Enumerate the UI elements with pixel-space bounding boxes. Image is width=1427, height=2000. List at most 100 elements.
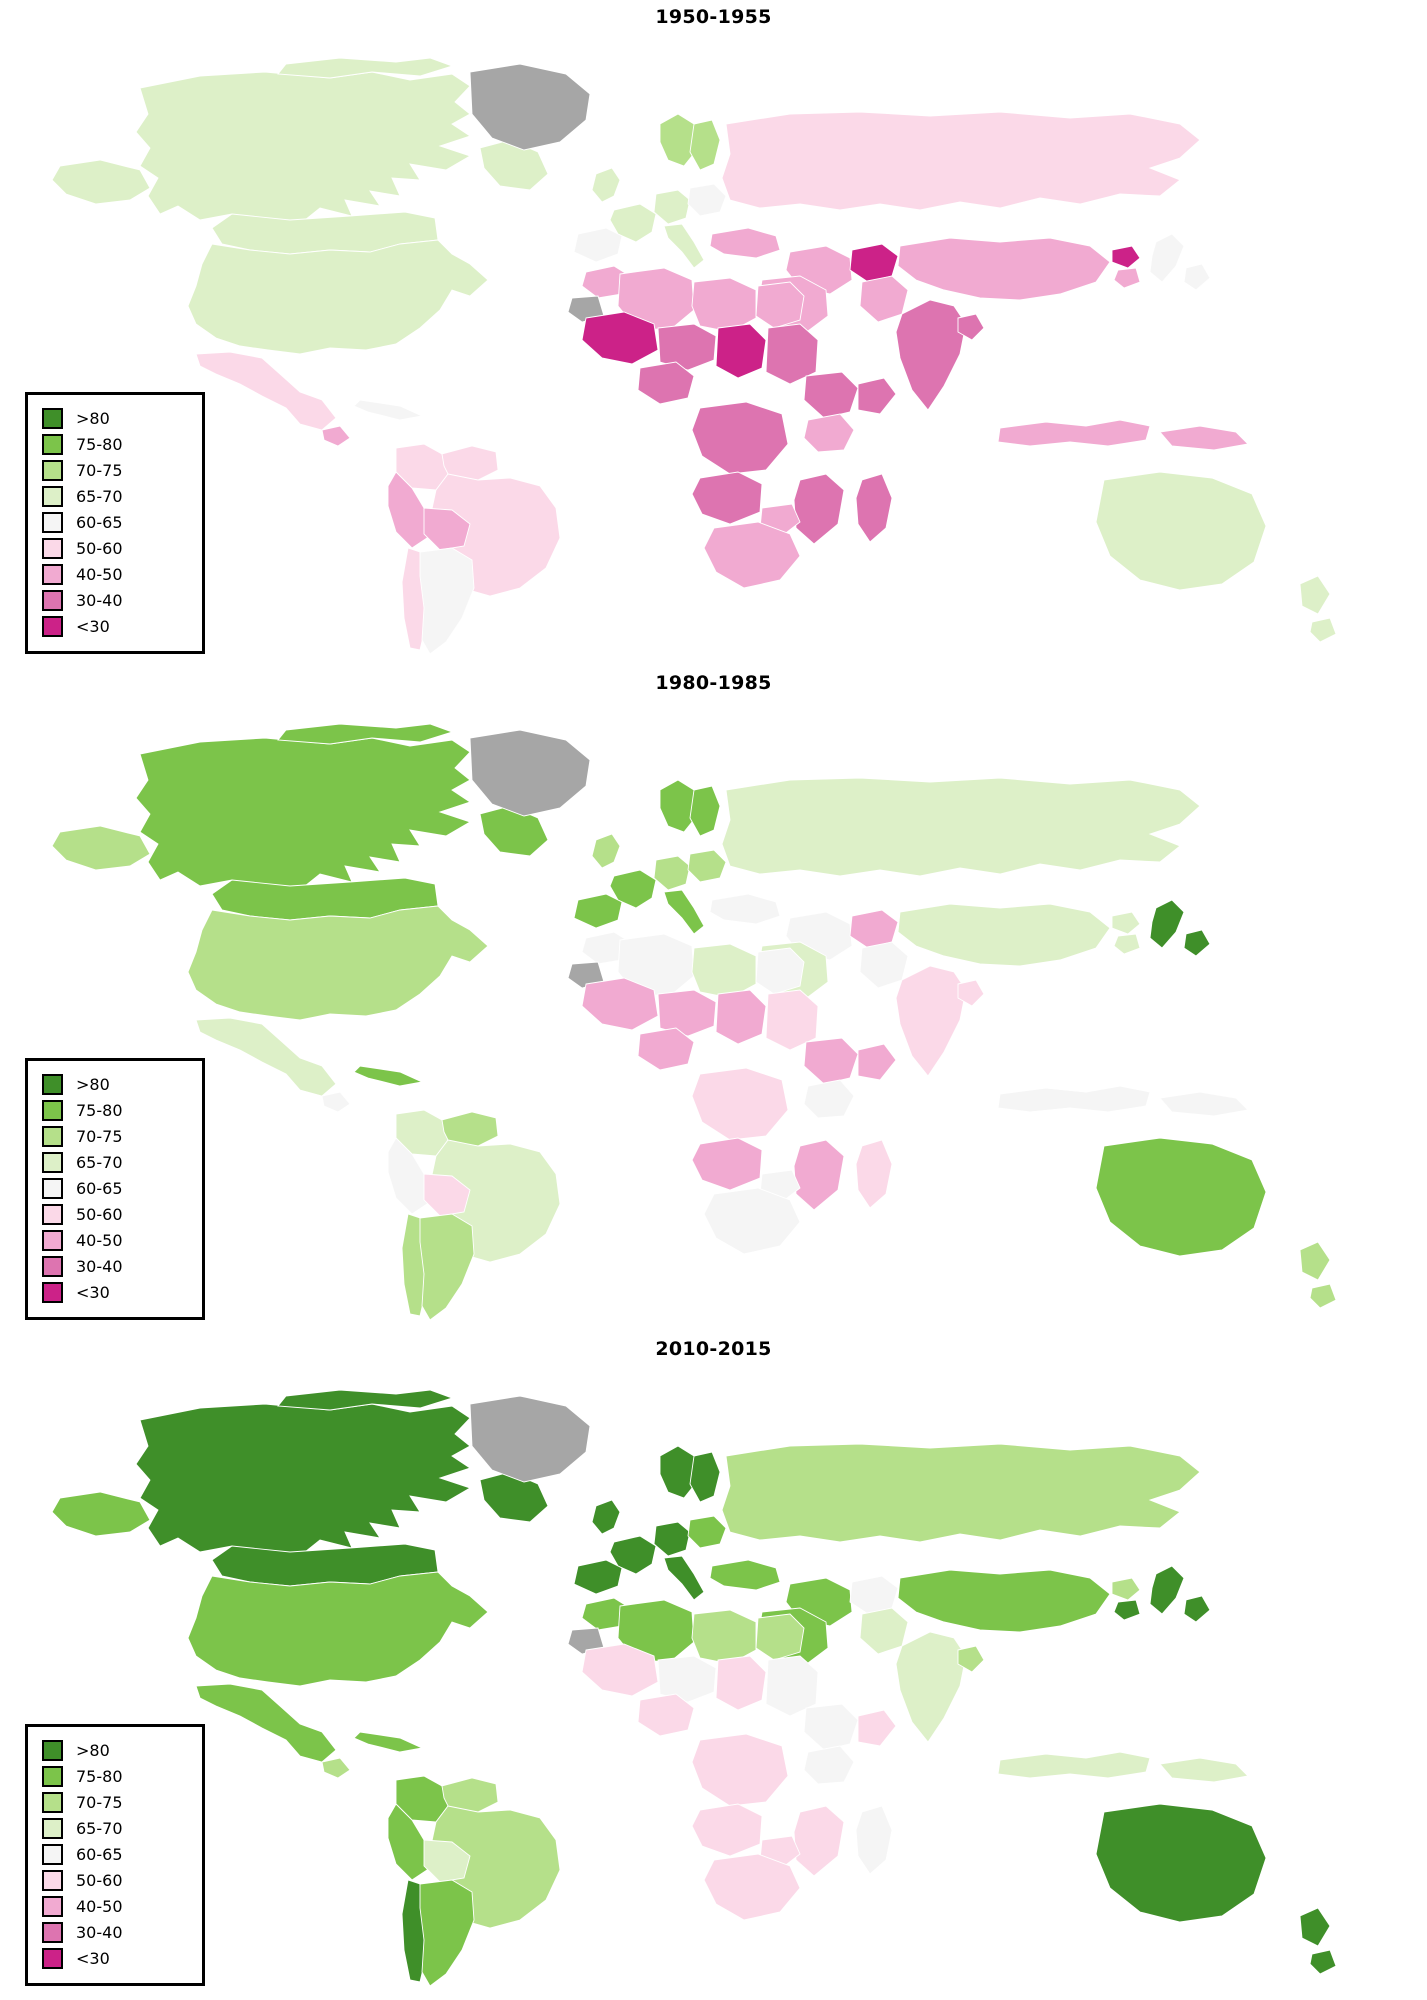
legend-swatch xyxy=(42,1843,63,1865)
country-sweden xyxy=(690,120,720,170)
legend-label: <30 xyxy=(76,1282,110,1302)
country-cuba xyxy=(354,1066,422,1086)
legend-swatch xyxy=(42,1739,63,1761)
country-japan xyxy=(1184,1596,1210,1622)
legend-row: 65-70 xyxy=(42,1149,202,1175)
country-sudan xyxy=(766,990,818,1050)
legend-row: 30-40 xyxy=(42,1253,202,1279)
legend-label: 75-80 xyxy=(76,1100,123,1120)
country-france xyxy=(610,204,656,242)
legend-row: >80 xyxy=(42,1737,202,1763)
legend-swatch xyxy=(42,589,63,611)
country-sudan xyxy=(766,324,818,384)
country-mali xyxy=(582,312,658,364)
country-indonesia xyxy=(1160,426,1248,450)
country-germany xyxy=(654,856,690,890)
legend-row: 60-65 xyxy=(42,509,202,535)
country-mozambique xyxy=(794,1806,844,1876)
country-india xyxy=(896,1632,966,1742)
country-cuba xyxy=(354,1732,422,1752)
country-sweden xyxy=(690,1452,720,1502)
country-peru xyxy=(388,1804,430,1880)
legend-row: <30 xyxy=(42,613,202,639)
country-canada xyxy=(136,738,470,894)
country-south-africa xyxy=(704,1854,800,1920)
country-north-korea xyxy=(1112,246,1140,268)
country-united-states xyxy=(52,1492,150,1536)
legend-rows: >80 75-80 70-75 65-70 60-65 50-60 40-50 30-40 <3… xyxy=(42,405,202,639)
country-new-zealand xyxy=(1300,576,1330,614)
legend-row: 30-40 xyxy=(42,1919,202,1945)
legend-swatch xyxy=(42,459,63,481)
legend-swatch xyxy=(42,433,63,455)
country-france xyxy=(610,870,656,908)
legend-label: 60-65 xyxy=(76,512,123,532)
legend-row: >80 xyxy=(42,405,202,431)
legend-row: 40-50 xyxy=(42,1227,202,1253)
legend-rows: >80 75-80 70-75 65-70 60-65 50-60 40-50 30-40 <3… xyxy=(42,1737,202,1971)
legend-swatch xyxy=(42,1229,63,1251)
legend-label: 40-50 xyxy=(76,1896,123,1916)
legend-row: 70-75 xyxy=(42,457,202,483)
country-chad xyxy=(716,990,766,1044)
legend-row: 70-75 xyxy=(42,1789,202,1815)
country-guatemala xyxy=(322,426,350,446)
country-mozambique xyxy=(794,474,844,544)
country-layer xyxy=(52,1390,1336,1986)
country-bolivia xyxy=(424,1840,470,1882)
country-united-states xyxy=(52,160,150,204)
legend-swatch xyxy=(42,1255,63,1277)
legend-row: 50-60 xyxy=(42,1201,202,1227)
legend-row: 60-65 xyxy=(42,1175,202,1201)
legend-row: 75-80 xyxy=(42,1763,202,1789)
map-panel-2010: 2010-2015 >80 75-80 70-75 65-70 60-65 50-60 40… xyxy=(0,1332,1427,1998)
country-india xyxy=(896,966,966,1076)
country-australia xyxy=(1096,472,1266,590)
country-democratic-republic-of-the-congo xyxy=(692,1068,788,1140)
legend-label: 65-70 xyxy=(76,1152,123,1172)
country-indonesia xyxy=(998,1752,1150,1778)
legend-label: <30 xyxy=(76,1948,110,1968)
country-japan xyxy=(1184,264,1210,290)
country-china xyxy=(898,904,1110,966)
country-libya xyxy=(692,944,756,998)
country-madagascar xyxy=(856,474,892,542)
country-north-korea xyxy=(1112,912,1140,934)
legend-row: 75-80 xyxy=(42,431,202,457)
country-united-states xyxy=(188,240,488,354)
country-italy xyxy=(664,1556,704,1600)
country-niger xyxy=(658,324,716,370)
country-ethiopia xyxy=(804,1038,858,1084)
country-angola xyxy=(692,1804,762,1856)
country-mozambique xyxy=(794,1140,844,1210)
legend-swatch xyxy=(42,1125,63,1147)
legend-swatch xyxy=(42,1281,63,1303)
country-sudan xyxy=(766,1656,818,1716)
legend-label: 75-80 xyxy=(76,1766,123,1786)
country-canada xyxy=(480,806,548,856)
legend-swatch xyxy=(42,1151,63,1173)
country-argentina xyxy=(420,548,474,654)
legend-label: >80 xyxy=(76,408,110,428)
legend-label: 70-75 xyxy=(76,1792,123,1812)
country-turkey xyxy=(710,1560,780,1590)
world-map-2010 xyxy=(0,1360,1427,1996)
country-nigeria xyxy=(638,362,694,404)
country-ethiopia xyxy=(804,1704,858,1750)
country-france xyxy=(610,1536,656,1574)
country-layer xyxy=(52,58,1336,654)
legend-row: 75-80 xyxy=(42,1097,202,1123)
country-poland xyxy=(688,1516,726,1548)
country-united-states xyxy=(188,906,488,1020)
legend-row: 60-65 xyxy=(42,1841,202,1867)
country-mexico xyxy=(196,352,336,430)
country-japan xyxy=(1150,1566,1184,1614)
country-new-zealand xyxy=(1310,1284,1336,1308)
legend-label: >80 xyxy=(76,1074,110,1094)
legend-label: 30-40 xyxy=(76,1922,123,1942)
country-south-korea xyxy=(1114,268,1140,288)
legend-swatch xyxy=(42,1791,63,1813)
legend-label: 65-70 xyxy=(76,1818,123,1838)
country-greenland xyxy=(470,64,590,150)
country-spain xyxy=(574,1560,622,1594)
